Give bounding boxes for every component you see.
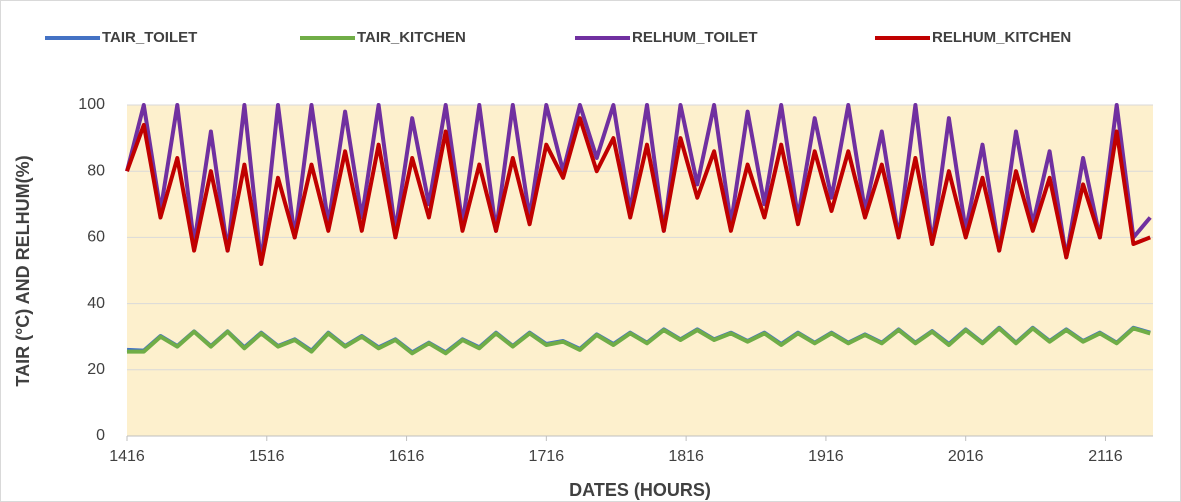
y-tick-label: 100 (78, 96, 105, 113)
series-line (125, 116, 1151, 266)
y-tick-label: 40 (87, 295, 105, 312)
y-tick-label: 80 (87, 162, 105, 179)
x-tick-label: 1416 (109, 448, 145, 465)
legend-label: RELHUM_TOILET (632, 29, 758, 46)
legend-label: TAIR_KITCHEN (357, 29, 466, 46)
x-tick-label: 1516 (249, 448, 285, 465)
x-tick-label: 1916 (808, 448, 844, 465)
x-tick-label: 2116 (1088, 448, 1123, 465)
x-axis-label: DATES (HOURS) (569, 480, 711, 500)
y-tick-label: 20 (87, 361, 105, 378)
legend-label: TAIR_TOILET (102, 29, 197, 46)
series-line (127, 326, 1151, 356)
series-line (125, 103, 1152, 266)
x-tick-label: 1816 (668, 448, 704, 465)
y-tick-label: 0 (96, 427, 105, 444)
x-tick-label: 1716 (529, 448, 565, 465)
legend-label: RELHUM_KITCHEN (932, 29, 1071, 46)
y-axis-label: TAIR (°C) AND RELHUM(%) (13, 155, 33, 386)
x-tick-label: 1616 (389, 448, 425, 465)
x-tick-label: 2016 (948, 448, 984, 465)
y-tick-label: 60 (87, 229, 105, 246)
